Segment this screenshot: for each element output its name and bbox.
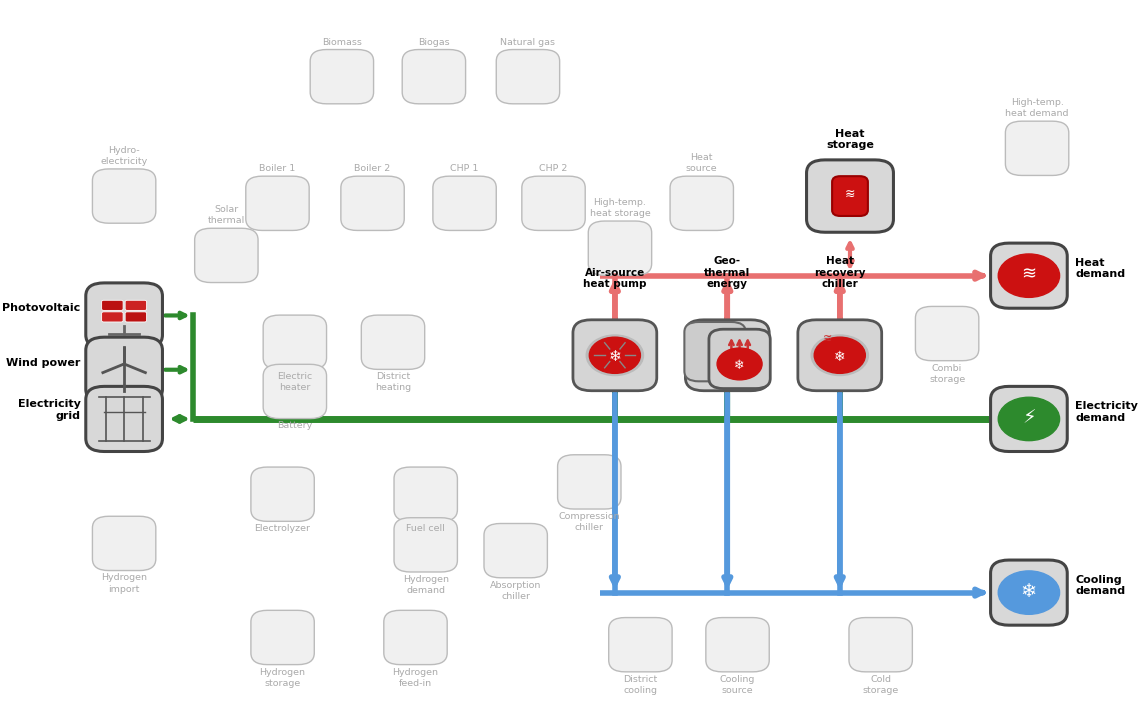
FancyBboxPatch shape <box>86 386 162 452</box>
Text: Cold
storage: Cold storage <box>863 675 899 695</box>
Text: Solar
thermal: Solar thermal <box>208 205 245 225</box>
FancyBboxPatch shape <box>92 169 156 223</box>
Text: Cooling
demand: Cooling demand <box>1076 575 1125 596</box>
Text: District
cooling: District cooling <box>623 675 657 695</box>
FancyBboxPatch shape <box>383 610 447 665</box>
FancyBboxPatch shape <box>362 315 424 369</box>
Circle shape <box>998 397 1060 441</box>
FancyBboxPatch shape <box>685 322 746 381</box>
FancyBboxPatch shape <box>521 176 585 231</box>
Circle shape <box>811 335 868 376</box>
FancyBboxPatch shape <box>589 221 652 276</box>
Text: ≋: ≋ <box>823 334 832 344</box>
Circle shape <box>998 254 1060 297</box>
FancyBboxPatch shape <box>86 337 162 402</box>
Text: Natural gas: Natural gas <box>501 38 556 46</box>
FancyBboxPatch shape <box>251 467 314 521</box>
Text: Hydrogen
storage: Hydrogen storage <box>260 668 306 687</box>
Text: ≋: ≋ <box>844 188 856 201</box>
Text: CHP 2: CHP 2 <box>540 165 568 173</box>
FancyBboxPatch shape <box>394 518 458 572</box>
Text: ❄: ❄ <box>608 349 621 364</box>
Text: Hydrogen
demand: Hydrogen demand <box>403 575 448 595</box>
FancyBboxPatch shape <box>92 516 156 571</box>
Text: Photovoltaic: Photovoltaic <box>2 303 81 313</box>
FancyBboxPatch shape <box>264 364 326 418</box>
Text: Biogas: Biogas <box>418 38 450 46</box>
FancyBboxPatch shape <box>394 467 458 521</box>
Text: Biomass: Biomass <box>322 38 362 46</box>
FancyBboxPatch shape <box>706 618 769 672</box>
FancyBboxPatch shape <box>102 300 123 310</box>
Text: Electric
heater: Electric heater <box>277 372 313 392</box>
Text: ❄: ❄ <box>834 349 845 364</box>
FancyBboxPatch shape <box>558 455 621 509</box>
Text: Electrolyzer: Electrolyzer <box>254 524 310 533</box>
Text: Battery: Battery <box>277 421 313 431</box>
Text: ⚡: ⚡ <box>1022 408 1036 427</box>
FancyBboxPatch shape <box>126 300 146 310</box>
FancyBboxPatch shape <box>432 176 496 231</box>
FancyBboxPatch shape <box>849 618 913 672</box>
Text: Wind power: Wind power <box>7 357 81 368</box>
FancyBboxPatch shape <box>915 307 979 361</box>
Circle shape <box>586 335 644 376</box>
Text: Electricity
demand: Electricity demand <box>1076 401 1139 423</box>
Text: Electricity
grid: Electricity grid <box>18 399 81 421</box>
Text: ❄: ❄ <box>1021 581 1037 600</box>
Text: Heat
storage: Heat storage <box>826 129 874 151</box>
Text: District
heating: District heating <box>375 372 411 392</box>
FancyBboxPatch shape <box>798 320 882 391</box>
FancyBboxPatch shape <box>807 160 893 232</box>
FancyBboxPatch shape <box>990 243 1067 308</box>
Text: Absorption
chiller: Absorption chiller <box>489 581 541 601</box>
FancyBboxPatch shape <box>264 315 326 369</box>
FancyBboxPatch shape <box>990 386 1067 452</box>
FancyBboxPatch shape <box>686 320 769 391</box>
FancyBboxPatch shape <box>484 523 548 578</box>
FancyBboxPatch shape <box>251 610 314 665</box>
FancyBboxPatch shape <box>670 176 734 231</box>
FancyBboxPatch shape <box>573 320 657 391</box>
FancyBboxPatch shape <box>245 176 309 231</box>
Text: Hydrogen
feed-in: Hydrogen feed-in <box>393 668 438 687</box>
Text: Fuel cell: Fuel cell <box>406 524 445 533</box>
Text: Compression
chiller: Compression chiller <box>558 512 620 532</box>
FancyBboxPatch shape <box>496 49 559 104</box>
Text: Boiler 2: Boiler 2 <box>355 165 390 173</box>
FancyBboxPatch shape <box>709 329 770 389</box>
Text: Hydrogen
import: Hydrogen import <box>102 573 147 594</box>
Text: Combi
storage: Combi storage <box>929 363 965 384</box>
Circle shape <box>717 348 762 380</box>
FancyBboxPatch shape <box>990 560 1067 625</box>
FancyBboxPatch shape <box>126 312 146 322</box>
Text: Heat
source: Heat source <box>686 153 718 173</box>
FancyBboxPatch shape <box>1005 121 1069 175</box>
FancyBboxPatch shape <box>832 176 868 216</box>
FancyBboxPatch shape <box>86 283 162 348</box>
Text: CHP 1: CHP 1 <box>451 165 479 173</box>
Text: ≋: ≋ <box>1021 265 1036 283</box>
FancyBboxPatch shape <box>341 176 404 231</box>
Text: High-temp.
heat storage: High-temp. heat storage <box>590 198 650 218</box>
Text: Air-source
heat pump: Air-source heat pump <box>583 268 647 289</box>
Text: ❄: ❄ <box>735 359 745 372</box>
Circle shape <box>998 571 1060 614</box>
Circle shape <box>589 337 640 373</box>
FancyBboxPatch shape <box>310 49 373 104</box>
FancyBboxPatch shape <box>608 618 672 672</box>
Text: Cooling
source: Cooling source <box>720 675 755 695</box>
Text: Hydro-
electricity: Hydro- electricity <box>100 146 147 166</box>
FancyBboxPatch shape <box>195 228 258 283</box>
Text: Geo-
thermal
energy: Geo- thermal energy <box>704 256 751 289</box>
FancyBboxPatch shape <box>102 312 123 322</box>
Text: Heat
demand: Heat demand <box>1076 257 1125 279</box>
Text: Heat
recovery
chiller: Heat recovery chiller <box>814 256 866 289</box>
Text: High-temp.
heat demand: High-temp. heat demand <box>1005 98 1069 118</box>
Text: Boiler 1: Boiler 1 <box>259 165 296 173</box>
Circle shape <box>815 337 865 373</box>
FancyBboxPatch shape <box>403 49 466 104</box>
